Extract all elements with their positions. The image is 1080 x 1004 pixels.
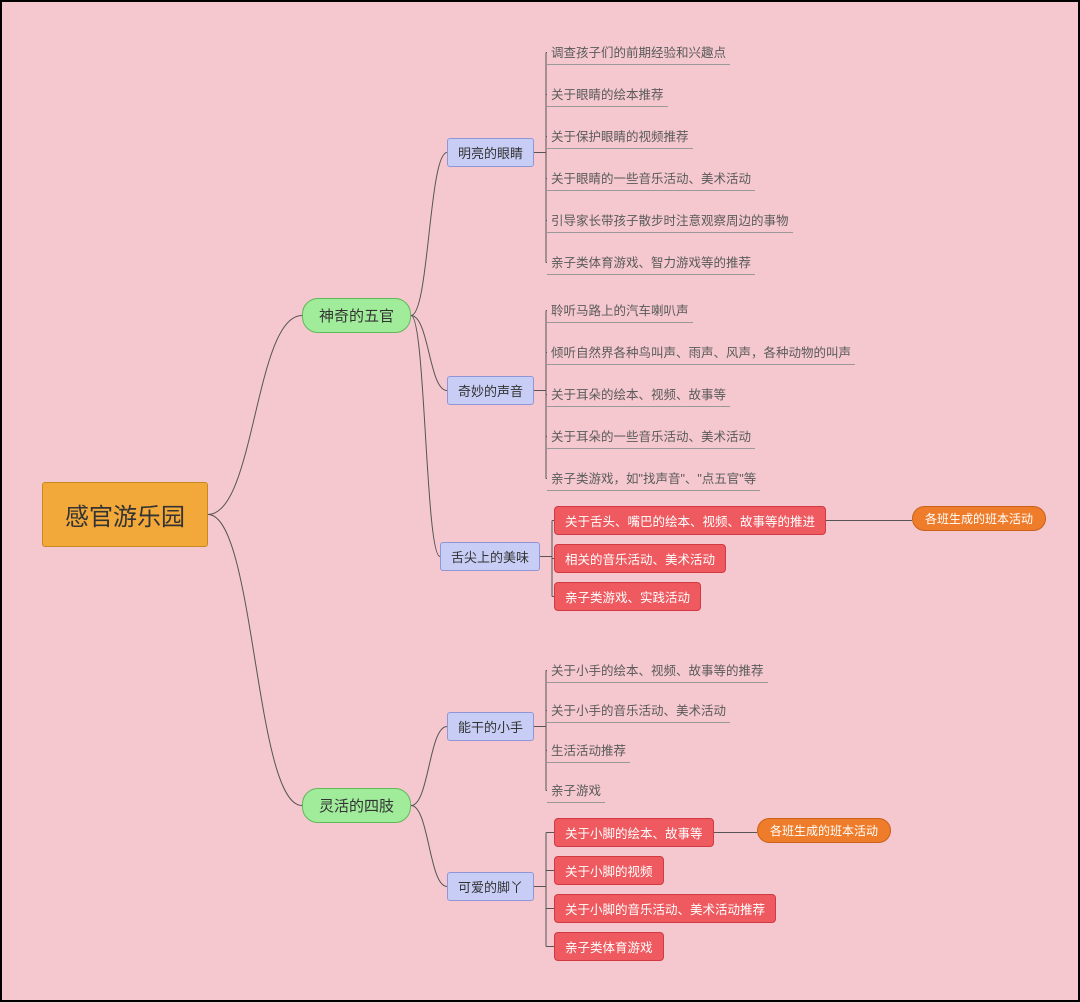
sub-s2: 奇妙的声音 (447, 376, 534, 405)
branch-b2: 灵活的四肢 (302, 788, 411, 823)
leaf-s5-2: 关于小脚的音乐活动、美术活动推荐 (554, 894, 776, 923)
leaf-s2-1: 倾听自然界各种鸟叫声、雨声、风声，各种动物的叫声 (547, 340, 855, 365)
leaf-s1-0: 调查孩子们的前期经验和兴趣点 (547, 40, 730, 65)
sub-s3: 舌尖上的美味 (440, 542, 540, 571)
leaf-s3-1: 相关的音乐活动、美术活动 (554, 544, 726, 573)
leaf-s4-0: 关于小手的绘本、视频、故事等的推荐 (547, 658, 768, 683)
leaf-s4-2: 生活活动推荐 (547, 738, 630, 763)
sub-s5: 可爱的脚丫 (447, 872, 534, 901)
leaf-s4-3: 亲子游戏 (547, 778, 605, 803)
leaf-s1-1: 关于眼睛的绘本推荐 (547, 82, 668, 107)
root-node: 感官游乐园 (42, 482, 208, 547)
leaf-s5-1: 关于小脚的视频 (554, 856, 664, 885)
sub-s1: 明亮的眼睛 (447, 138, 534, 167)
leaf-s2-4: 亲子类游戏，如"找声音"、"点五官"等 (547, 466, 760, 491)
leaf-s1-4: 引导家长带孩子散步时注意观察周边的事物 (547, 208, 793, 233)
leaf-s1-2: 关于保护眼睛的视频推荐 (547, 124, 693, 149)
leaf-s5-3: 亲子类体育游戏 (554, 932, 664, 961)
leaf-s2-3: 关于耳朵的一些音乐活动、美术活动 (547, 424, 755, 449)
leaf-s3-0: 关于舌头、嘴巴的绘本、视频、故事等的推进 (554, 506, 826, 535)
mindmap-canvas: 感官游乐园 神奇的五官灵活的四肢 明亮的眼睛奇妙的声音舌尖上的美味能干的小手可爱的脚… (0, 0, 1080, 1002)
leaf-s5-0: 关于小脚的绘本、故事等 (554, 818, 714, 847)
leaf-s2-0: 聆听马路上的汽车喇叭声 (547, 298, 693, 323)
leaf-s1-5: 亲子类体育游戏、智力游戏等的推荐 (547, 250, 755, 275)
badge-s5-0: 各班生成的班本活动 (757, 818, 891, 843)
branch-b1: 神奇的五官 (302, 298, 411, 333)
leaf-s2-2: 关于耳朵的绘本、视频、故事等 (547, 382, 730, 407)
leaf-s4-1: 关于小手的音乐活动、美术活动 (547, 698, 730, 723)
badge-s3-0: 各班生成的班本活动 (912, 506, 1046, 531)
sub-s4: 能干的小手 (447, 712, 534, 741)
leaf-s1-3: 关于眼睛的一些音乐活动、美术活动 (547, 166, 755, 191)
leaf-s3-2: 亲子类游戏、实践活动 (554, 582, 701, 611)
